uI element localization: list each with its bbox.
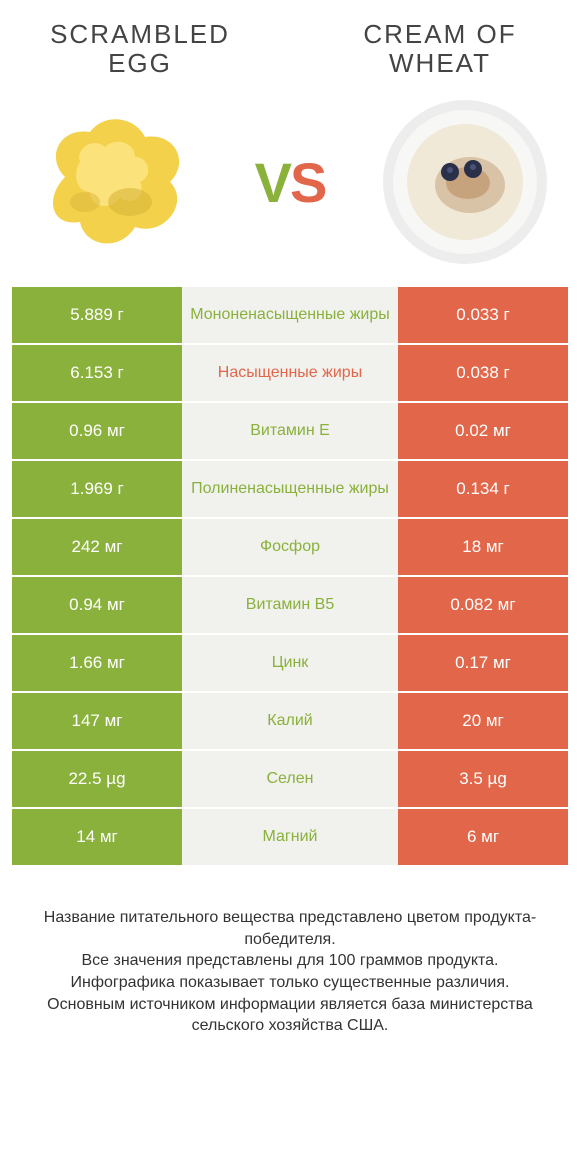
footer-line: Инфографика показывает только существенн… — [20, 972, 560, 994]
nutrient-label: Магний — [182, 809, 398, 865]
left-value: 6.153 г — [12, 345, 182, 401]
header: SCRAMBLED EGG CREAM OF WHEAT — [0, 0, 580, 87]
right-value: 0.038 г — [398, 345, 568, 401]
left-value: 5.889 г — [12, 287, 182, 343]
table-row: 5.889 гМононенасыщенные жиры0.033 г — [12, 287, 568, 343]
right-value: 0.082 мг — [398, 577, 568, 633]
table-row: 22.5 µgСелен3.5 µg — [12, 751, 568, 807]
table-row: 1.66 мгЦинк0.17 мг — [12, 635, 568, 691]
nutrient-label: Цинк — [182, 635, 398, 691]
left-value: 147 мг — [12, 693, 182, 749]
vs-s: S — [290, 151, 325, 214]
left-value: 0.96 мг — [12, 403, 182, 459]
right-value: 6 мг — [398, 809, 568, 865]
footer-line: Все значения представлены для 100 граммо… — [20, 950, 560, 972]
vs-label: VS — [255, 150, 326, 215]
nutrient-label: Насыщенные жиры — [182, 345, 398, 401]
left-value: 1.66 мг — [12, 635, 182, 691]
bowl-icon — [380, 97, 550, 267]
nutrient-label: Полиненасыщенные жиры — [182, 461, 398, 517]
table-row: 14 мгМагний6 мг — [12, 809, 568, 865]
nutrient-label: Мононенасыщенные жиры — [182, 287, 398, 343]
cream-of-wheat-image — [380, 97, 550, 267]
nutrient-label: Селен — [182, 751, 398, 807]
right-product-title: CREAM OF WHEAT — [340, 20, 540, 77]
left-value: 14 мг — [12, 809, 182, 865]
right-value: 0.033 г — [398, 287, 568, 343]
left-value: 0.94 мг — [12, 577, 182, 633]
left-value: 242 мг — [12, 519, 182, 575]
table-row: 0.96 мгВитамин E0.02 мг — [12, 403, 568, 459]
footer-line: Название питательного вещества представл… — [20, 907, 560, 950]
right-value: 0.134 г — [398, 461, 568, 517]
nutrient-label: Витамин E — [182, 403, 398, 459]
nutrient-label: Калий — [182, 693, 398, 749]
table-row: 1.969 гПолиненасыщенные жиры0.134 г — [12, 461, 568, 517]
table-row: 0.94 мгВитамин B50.082 мг — [12, 577, 568, 633]
right-value: 0.02 мг — [398, 403, 568, 459]
left-value: 1.969 г — [12, 461, 182, 517]
left-product-title: SCRAMBLED EGG — [40, 20, 240, 77]
table-row: 6.153 гНасыщенные жиры0.038 г — [12, 345, 568, 401]
table-row: 242 мгФосфор18 мг — [12, 519, 568, 575]
nutrient-table: 5.889 гМононенасыщенные жиры0.033 г6.153… — [0, 287, 580, 865]
footer-line: Основным источником информации является … — [20, 994, 560, 1037]
egg-icon — [35, 107, 195, 257]
images-row: VS — [0, 87, 580, 287]
footer-notes: Название питательного вещества представл… — [0, 867, 580, 1037]
right-value: 18 мг — [398, 519, 568, 575]
nutrient-label: Фосфор — [182, 519, 398, 575]
right-value: 20 мг — [398, 693, 568, 749]
table-row: 147 мгКалий20 мг — [12, 693, 568, 749]
right-value: 3.5 µg — [398, 751, 568, 807]
nutrient-label: Витамин B5 — [182, 577, 398, 633]
vs-v: V — [255, 151, 290, 214]
scrambled-egg-image — [30, 97, 200, 267]
left-value: 22.5 µg — [12, 751, 182, 807]
right-value: 0.17 мг — [398, 635, 568, 691]
